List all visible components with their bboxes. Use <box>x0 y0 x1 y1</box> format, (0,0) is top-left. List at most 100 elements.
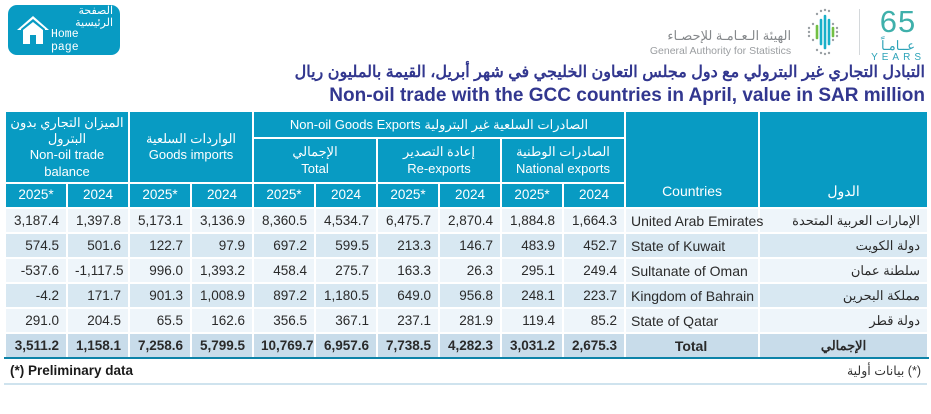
header-re-exports-en: Re-exports <box>407 160 471 176</box>
year-header-group2-2024: 2024 <box>314 182 379 210</box>
table-row-2-value-3: 1,393.2 <box>189 257 255 285</box>
table-row-0-value-2: 5,173.1 <box>128 207 192 235</box>
authority-name: الهيئة الـعـامـة للإحصـاء General Author… <box>650 6 791 57</box>
table-row-1-value-8: 483.9 <box>500 232 565 260</box>
header-exports-group: الصادرات السلعية غير البترولية Non-oil G… <box>252 110 627 140</box>
logo-aaman-label: عــامـاً <box>881 37 916 53</box>
table-row-3-value-4: 897.2 <box>252 282 317 310</box>
table-row-0-country-en: United Arab Emirates <box>624 207 763 235</box>
table-row-0-country-ar: الإمارات العربية المتحدة <box>758 207 930 235</box>
year-header-group1-2025: 2025* <box>128 182 192 210</box>
table-row-0-value-4: 8,360.5 <box>252 207 317 235</box>
home-label-en: Home page <box>51 28 79 55</box>
logo-years-label: YEARS <box>871 51 925 63</box>
header-goods-imports-ar: الواردات السلعية <box>145 131 237 147</box>
table-row-3-value-3: 1,008.9 <box>189 282 255 310</box>
logo-65-number: 65 <box>879 3 917 39</box>
year-header-group3-2025: 2025* <box>376 182 441 210</box>
header-exports-total-en: Total <box>301 160 329 176</box>
year-header-group0-2025: 2025* <box>4 182 68 210</box>
table-row-2-value-0: -537.6 <box>4 257 68 285</box>
table-row-0-value-5: 4,534.7 <box>314 207 379 235</box>
table-row-4-value-7: 281.9 <box>438 307 503 335</box>
year-header-group4-2025: 2025* <box>500 182 565 210</box>
table-row-3-country-en: Kingdom of Bahrain <box>624 282 761 310</box>
table-row-2: -537.6 -1,117.5 996.0 1,393.2 458.4 275.7 163.… <box>4 257 930 285</box>
table-row-1-value-6: 213.3 <box>376 232 441 260</box>
home-page-button[interactable]: الصفحة الرئيسية Home page <box>8 5 120 55</box>
header-national-exports: الصادرات الوطنية National exports <box>500 137 627 185</box>
header-goods-imports: الواردات السلعية Goods imports <box>127 110 255 185</box>
table-total-row-value-0: 3,511.2 <box>4 332 68 360</box>
authority-name-en: General Authority for Statistics <box>649 44 792 57</box>
table-row-0-value-0: 3,187.4 <box>4 207 68 235</box>
header-countries-ar: الدول <box>758 110 930 210</box>
table-row-2-value-2: 996.0 <box>128 257 192 285</box>
logo-65-years: 65 عــامـاً YEARS <box>871 2 925 63</box>
gastat-logo-mark-icon <box>802 6 848 58</box>
table-total-row-value-7: 4,282.3 <box>438 332 503 360</box>
table-row-4: 291.0 204.5 65.5 162.6 356.5 367.1 237.1 281.9 1… <box>4 307 930 335</box>
table-row-2-value-8: 295.1 <box>500 257 565 285</box>
table-row-1-country-ar: دولة الكويت <box>758 232 930 260</box>
table-total-row-value-6: 7,738.5 <box>376 332 441 360</box>
table-row-2-value-1: -1,117.5 <box>66 257 130 285</box>
home-label-ar-1: الصفحة <box>78 4 113 17</box>
table-row-0-value-6: 6,475.7 <box>376 207 441 235</box>
year-header-row: 2025* 2024 2025* 2024 2025* 2024 2025* 2024 2025… <box>4 182 928 210</box>
table-total-row-value-2: 7,258.6 <box>128 332 192 360</box>
table-row-3-value-5: 1,180.5 <box>314 282 379 310</box>
table-row-3: -4.2 171.7 901.3 1,008.9 897.2 1,180.5 649.0 95… <box>4 282 930 310</box>
table-row-0-value-3: 3,136.9 <box>189 207 255 235</box>
table-row-4-value-8: 119.4 <box>500 307 565 335</box>
table-row-3-value-2: 901.3 <box>128 282 192 310</box>
home-label-ar-2: الرئيسية <box>75 17 113 30</box>
header-re-exports-ar: إعادة التصدير <box>403 144 475 160</box>
table-row-4-value-2: 65.5 <box>128 307 192 335</box>
table-row-2-value-4: 458.4 <box>252 257 317 285</box>
table-row-4-value-3: 162.6 <box>189 307 255 335</box>
table-row-2-value-6: 163.3 <box>376 257 441 285</box>
table-row-1-value-1: 501.6 <box>66 232 130 260</box>
footnote-ar: (*) بيانات أولية <box>846 364 921 379</box>
authority-name-ar: الهيئة الـعـامـة للإحصـاء <box>667 28 792 44</box>
table-row-3-value-7: 956.8 <box>438 282 503 310</box>
table-row-4-value-1: 204.5 <box>66 307 130 335</box>
table-row-4-value-4: 356.5 <box>252 307 317 335</box>
year-header-group1-2024: 2024 <box>189 182 255 210</box>
table-total-row-value-4: 10,769.7 <box>252 332 317 360</box>
table-row-1-value-5: 599.5 <box>314 232 379 260</box>
table-total-row-value-5: 6,957.6 <box>314 332 379 360</box>
table-total-row-value-3: 5,799.5 <box>189 332 255 360</box>
table-row-2-value-7: 26.3 <box>438 257 503 285</box>
gastat-logo: الهيئة الـعـامـة للإحصـاء General Author… <box>650 2 925 63</box>
page-title-en: Non-oil trade with the GCC countries in … <box>329 84 925 106</box>
table-row-1-value-9: 452.7 <box>562 232 627 260</box>
header-countries-en: Countries <box>624 110 761 210</box>
year-header-group3-2024: 2024 <box>438 182 503 210</box>
table-row-3-value-0: -4.2 <box>4 282 68 310</box>
home-button-labels: الصفحة الرئيسية Home page <box>51 5 113 55</box>
logo-divider <box>859 9 861 55</box>
table-row-4-country-ar: دولة قطر <box>758 307 930 335</box>
year-header-group4-2024: 2024 <box>562 182 627 210</box>
table-row-1-value-7: 146.7 <box>438 232 503 260</box>
table-total-row-value-9: 2,675.3 <box>562 332 627 360</box>
header-trade-balance-en: Non-oil trade balance <box>29 147 105 179</box>
table-row-4-value-0: 291.0 <box>4 307 68 335</box>
table-row-0: 3,187.4 1,397.8 5,173.1 3,136.9 8,360.5 4,534… <box>4 207 930 235</box>
footnote-en: (*) Preliminary data <box>10 363 134 379</box>
header-exports-group-ar: الصادرات السلعية غير البترولية <box>424 116 589 132</box>
top-bar: الصفحة الرئيسية Home page الهيئة الـعـام… <box>0 0 931 62</box>
table-row-0-value-8: 1,884.8 <box>500 207 565 235</box>
table-total-row-value-1: 1,158.1 <box>66 332 130 360</box>
table-row-0-value-7: 2,870.4 <box>438 207 503 235</box>
footnote: (*) Preliminary data (*) بيانات أولية <box>4 359 927 386</box>
header-exports-total-ar: الإجمالي <box>292 144 338 160</box>
table-row-3-value-9: 223.7 <box>562 282 627 310</box>
table-row-2-country-en: Sultanate of Oman <box>624 257 761 285</box>
header-exports-group-en: Non-oil Goods Exports <box>289 116 421 132</box>
table-total-row-country-en: Total <box>624 332 761 360</box>
table-row-3-value-6: 649.0 <box>376 282 441 310</box>
